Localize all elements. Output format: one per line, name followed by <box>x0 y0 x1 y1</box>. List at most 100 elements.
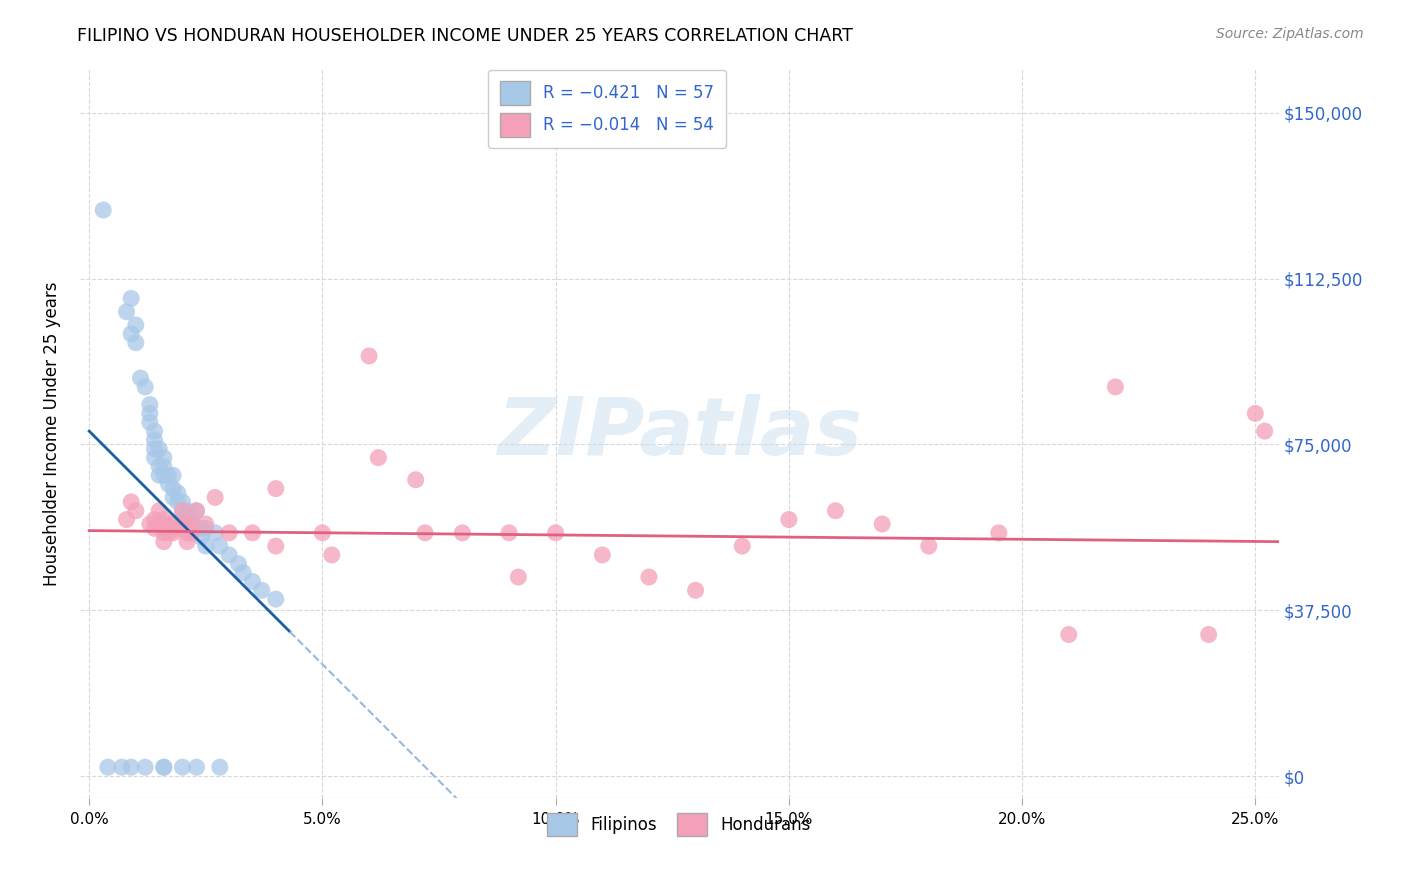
Point <box>153 760 176 774</box>
Point <box>242 525 264 540</box>
Point <box>194 539 217 553</box>
Point <box>508 570 530 584</box>
Point <box>1244 406 1267 420</box>
Point <box>162 482 184 496</box>
Point <box>115 512 138 526</box>
Point <box>166 521 188 535</box>
Point <box>321 548 343 562</box>
Point <box>405 473 427 487</box>
Point <box>1057 627 1080 641</box>
Point <box>451 525 474 540</box>
Point <box>115 304 138 318</box>
Point <box>685 583 707 598</box>
Point <box>918 539 941 553</box>
Point <box>139 406 162 420</box>
Point <box>218 525 240 540</box>
Point <box>143 521 166 535</box>
Point <box>148 459 170 474</box>
Point <box>157 477 180 491</box>
Point <box>139 415 162 429</box>
Point <box>870 516 893 531</box>
Point <box>143 424 166 438</box>
Point <box>134 760 156 774</box>
Point <box>204 525 226 540</box>
Point <box>357 349 380 363</box>
Point <box>153 760 176 774</box>
Point <box>91 202 114 217</box>
Point <box>157 516 180 531</box>
Point <box>194 516 217 531</box>
Point <box>162 525 184 540</box>
Point <box>134 380 156 394</box>
Point <box>176 534 198 549</box>
Point <box>176 516 198 531</box>
Point <box>186 760 208 774</box>
Point <box>143 512 166 526</box>
Point <box>157 468 180 483</box>
Point <box>180 512 202 526</box>
Point <box>208 760 231 774</box>
Point <box>176 504 198 518</box>
Point <box>125 504 148 518</box>
Point <box>186 504 208 518</box>
Point <box>232 566 254 580</box>
Point <box>208 539 231 553</box>
Point <box>172 512 194 526</box>
Point <box>139 516 162 531</box>
Point <box>143 433 166 447</box>
Point <box>120 495 142 509</box>
Point <box>143 450 166 465</box>
Point <box>204 491 226 505</box>
Point <box>120 292 142 306</box>
Point <box>153 450 176 465</box>
Point <box>638 570 661 584</box>
Point <box>180 525 202 540</box>
Point <box>1104 380 1126 394</box>
Point <box>129 371 152 385</box>
Point <box>153 525 176 540</box>
Point <box>120 760 142 774</box>
Point <box>162 491 184 505</box>
Point <box>172 504 194 518</box>
Point <box>148 504 170 518</box>
Y-axis label: Householder Income Under 25 years: Householder Income Under 25 years <box>44 281 60 585</box>
Point <box>190 530 212 544</box>
Point <box>153 534 176 549</box>
Point <box>176 512 198 526</box>
Point <box>172 495 194 509</box>
Point <box>218 548 240 562</box>
Point <box>367 450 389 465</box>
Point <box>264 539 287 553</box>
Point <box>186 504 208 518</box>
Point <box>125 335 148 350</box>
Point <box>180 516 202 531</box>
Point <box>148 442 170 456</box>
Point <box>176 525 198 540</box>
Point <box>148 516 170 531</box>
Point <box>311 525 333 540</box>
Point <box>228 557 250 571</box>
Point <box>153 468 176 483</box>
Point <box>264 482 287 496</box>
Point <box>190 521 212 535</box>
Point <box>125 318 148 332</box>
Point <box>153 459 176 474</box>
Text: Source: ZipAtlas.com: Source: ZipAtlas.com <box>1216 27 1364 41</box>
Point <box>731 539 754 553</box>
Point <box>413 525 436 540</box>
Point <box>1253 424 1275 438</box>
Point <box>111 760 134 774</box>
Point <box>591 548 613 562</box>
Point <box>97 760 120 774</box>
Point <box>172 760 194 774</box>
Point <box>778 512 800 526</box>
Point <box>166 495 188 509</box>
Point <box>250 583 273 598</box>
Point <box>157 525 180 540</box>
Point <box>498 525 520 540</box>
Point <box>162 516 184 531</box>
Point <box>987 525 1010 540</box>
Point <box>1198 627 1220 641</box>
Text: FILIPINO VS HONDURAN HOUSEHOLDER INCOME UNDER 25 YEARS CORRELATION CHART: FILIPINO VS HONDURAN HOUSEHOLDER INCOME … <box>77 27 853 45</box>
Point <box>264 592 287 607</box>
